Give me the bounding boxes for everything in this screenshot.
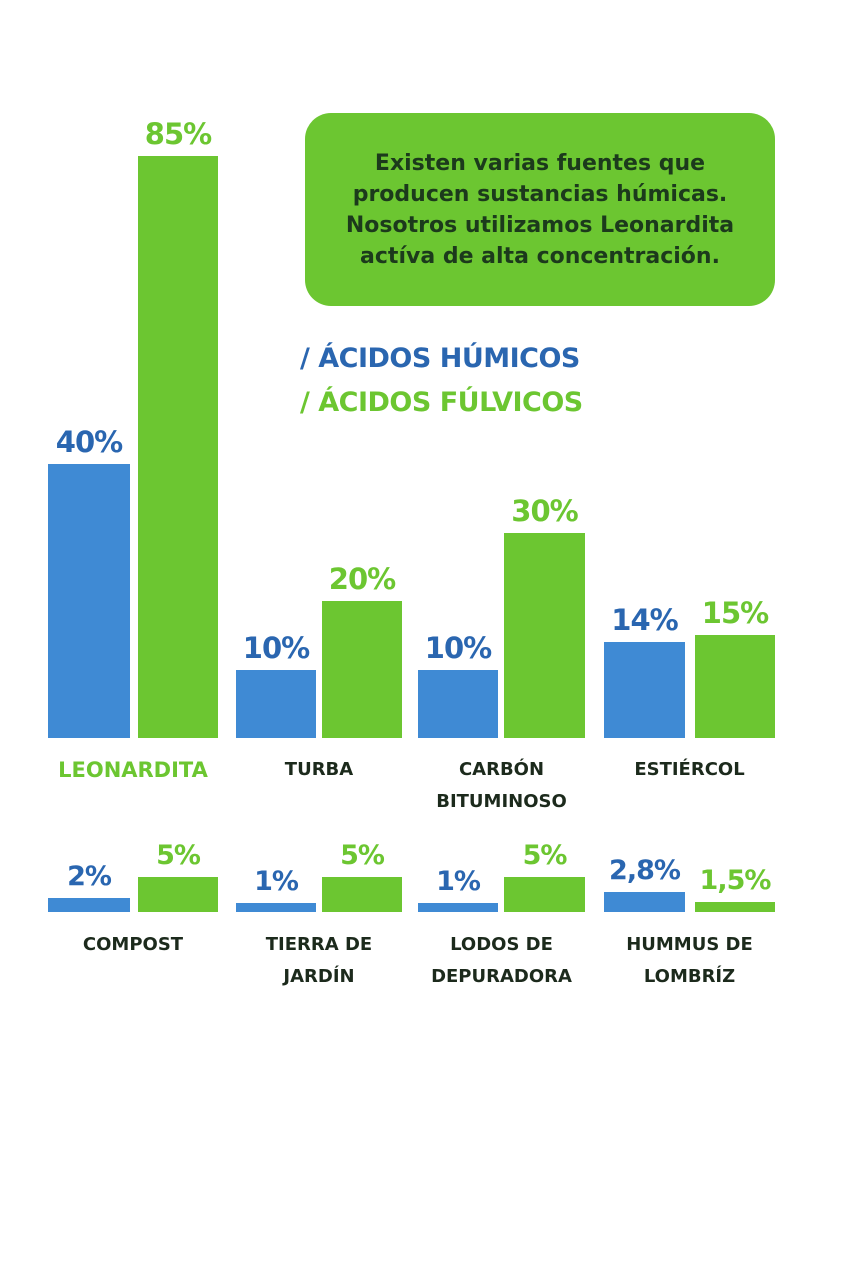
fulvic-bar (322, 877, 402, 912)
info-callout: Existen varias fuentes que producen sust… (305, 113, 775, 306)
category-label: TURBA (284, 759, 354, 780)
humic-bar (48, 464, 130, 738)
fulvic-value-label: 20% (328, 562, 396, 596)
fulvic-value-label: 15% (701, 596, 769, 631)
fulvic-value-label: 5% (156, 840, 201, 871)
humic-value-label: 2,8% (609, 855, 681, 887)
category-label: LODOS DE DEPURADORA (431, 934, 572, 987)
fulvic-value-label: 30% (511, 493, 578, 528)
fulvic-bar (138, 877, 218, 912)
humic-bar (236, 669, 316, 738)
fulvic-value-label: 5% (340, 840, 385, 871)
fulvic-bar (695, 901, 775, 912)
fulvic-value-label: 1,5% (699, 864, 772, 896)
category-label: TIERRA DE JARDÍN (265, 934, 373, 987)
humic-value-label: 10% (424, 630, 492, 665)
fulvic-bar (504, 532, 585, 738)
humic-bar (48, 898, 130, 912)
humic-bar (604, 642, 685, 738)
category-label: LEONARDITA (58, 758, 208, 782)
humic-value-label: 10% (242, 630, 310, 665)
humic-bar (418, 669, 498, 738)
category-label: ESTIÉRCOL (634, 759, 745, 780)
humic-value-label: 40% (55, 425, 123, 459)
humic-value-label: 14% (611, 603, 678, 638)
humic-value-label: 1% (436, 866, 481, 897)
fulvic-value-label: 5% (522, 840, 568, 871)
humic-bar (418, 903, 498, 912)
fulvic-bar (322, 601, 402, 738)
humic-bar (604, 892, 685, 912)
humic-value-label: 1% (254, 866, 299, 897)
fulvic-bar (504, 877, 585, 912)
legend-fulvic: / ÁCIDOS FÚLVICOS (300, 387, 583, 418)
fulvic-value-label: 85% (144, 116, 212, 151)
category-label: HUMMUS DE LOMBRÍZ (626, 934, 753, 987)
info-callout-text: Existen varias fuentes que producen sust… (345, 150, 735, 269)
humic-bar (236, 903, 316, 912)
category-label: COMPOST (82, 934, 184, 955)
legend-humic: / ÁCIDOS HÚMICOS (300, 343, 580, 374)
category-label: CARBÓN BITUMINOSO (436, 759, 567, 812)
humic-value-label: 2% (67, 861, 112, 892)
fulvic-bar (695, 635, 775, 738)
fulvic-bar (138, 155, 218, 738)
